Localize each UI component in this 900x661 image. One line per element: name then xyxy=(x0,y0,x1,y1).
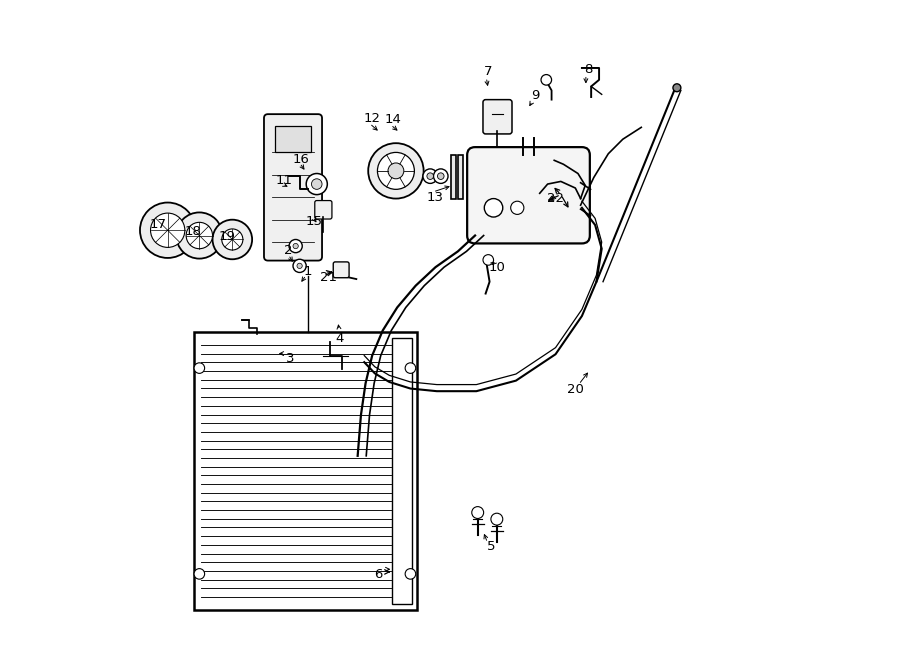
FancyBboxPatch shape xyxy=(315,200,332,219)
Bar xyxy=(458,155,463,198)
Bar xyxy=(274,126,311,153)
Text: 13: 13 xyxy=(427,191,444,204)
FancyBboxPatch shape xyxy=(483,100,512,134)
Circle shape xyxy=(194,568,204,579)
Text: 14: 14 xyxy=(385,113,401,126)
Circle shape xyxy=(377,153,414,189)
Circle shape xyxy=(541,75,552,85)
Bar xyxy=(194,332,417,610)
Circle shape xyxy=(388,163,404,178)
Text: 3: 3 xyxy=(286,352,294,365)
Bar xyxy=(451,155,456,198)
Circle shape xyxy=(221,229,243,250)
Circle shape xyxy=(427,173,434,179)
Circle shape xyxy=(140,202,195,258)
Circle shape xyxy=(437,173,444,179)
Circle shape xyxy=(150,213,184,247)
Text: 21: 21 xyxy=(320,271,338,284)
Text: 9: 9 xyxy=(532,89,540,102)
Text: 18: 18 xyxy=(184,225,202,238)
Circle shape xyxy=(176,212,222,258)
Text: 6: 6 xyxy=(374,568,382,581)
Circle shape xyxy=(484,198,503,217)
Circle shape xyxy=(423,169,437,183)
Circle shape xyxy=(368,143,424,198)
Text: 22: 22 xyxy=(547,192,564,205)
Text: 7: 7 xyxy=(484,65,492,79)
Circle shape xyxy=(186,222,212,249)
Text: 17: 17 xyxy=(150,219,167,231)
Circle shape xyxy=(311,178,322,189)
Circle shape xyxy=(212,219,252,259)
FancyBboxPatch shape xyxy=(264,114,322,260)
Text: 10: 10 xyxy=(489,260,506,274)
Text: 19: 19 xyxy=(219,230,236,243)
Text: 15: 15 xyxy=(306,215,322,227)
Circle shape xyxy=(289,239,302,253)
Text: 2: 2 xyxy=(284,243,292,256)
Circle shape xyxy=(472,506,483,518)
Bar xyxy=(392,338,411,603)
Text: 1: 1 xyxy=(304,264,312,278)
Circle shape xyxy=(297,263,302,268)
FancyBboxPatch shape xyxy=(333,262,349,278)
Circle shape xyxy=(405,363,416,373)
Text: 12: 12 xyxy=(364,112,381,125)
FancyBboxPatch shape xyxy=(467,147,590,243)
Circle shape xyxy=(483,254,493,265)
Circle shape xyxy=(673,84,681,92)
Text: 8: 8 xyxy=(584,63,593,76)
Circle shape xyxy=(434,169,448,183)
Circle shape xyxy=(405,568,416,579)
Text: 20: 20 xyxy=(567,383,584,397)
Text: 5: 5 xyxy=(487,540,495,553)
Circle shape xyxy=(306,174,328,194)
Text: 4: 4 xyxy=(335,332,344,345)
Circle shape xyxy=(194,363,204,373)
Circle shape xyxy=(293,243,298,249)
Circle shape xyxy=(293,259,306,272)
Circle shape xyxy=(510,201,524,214)
Text: 11: 11 xyxy=(275,174,292,186)
Text: 16: 16 xyxy=(292,153,310,165)
Circle shape xyxy=(491,513,503,525)
